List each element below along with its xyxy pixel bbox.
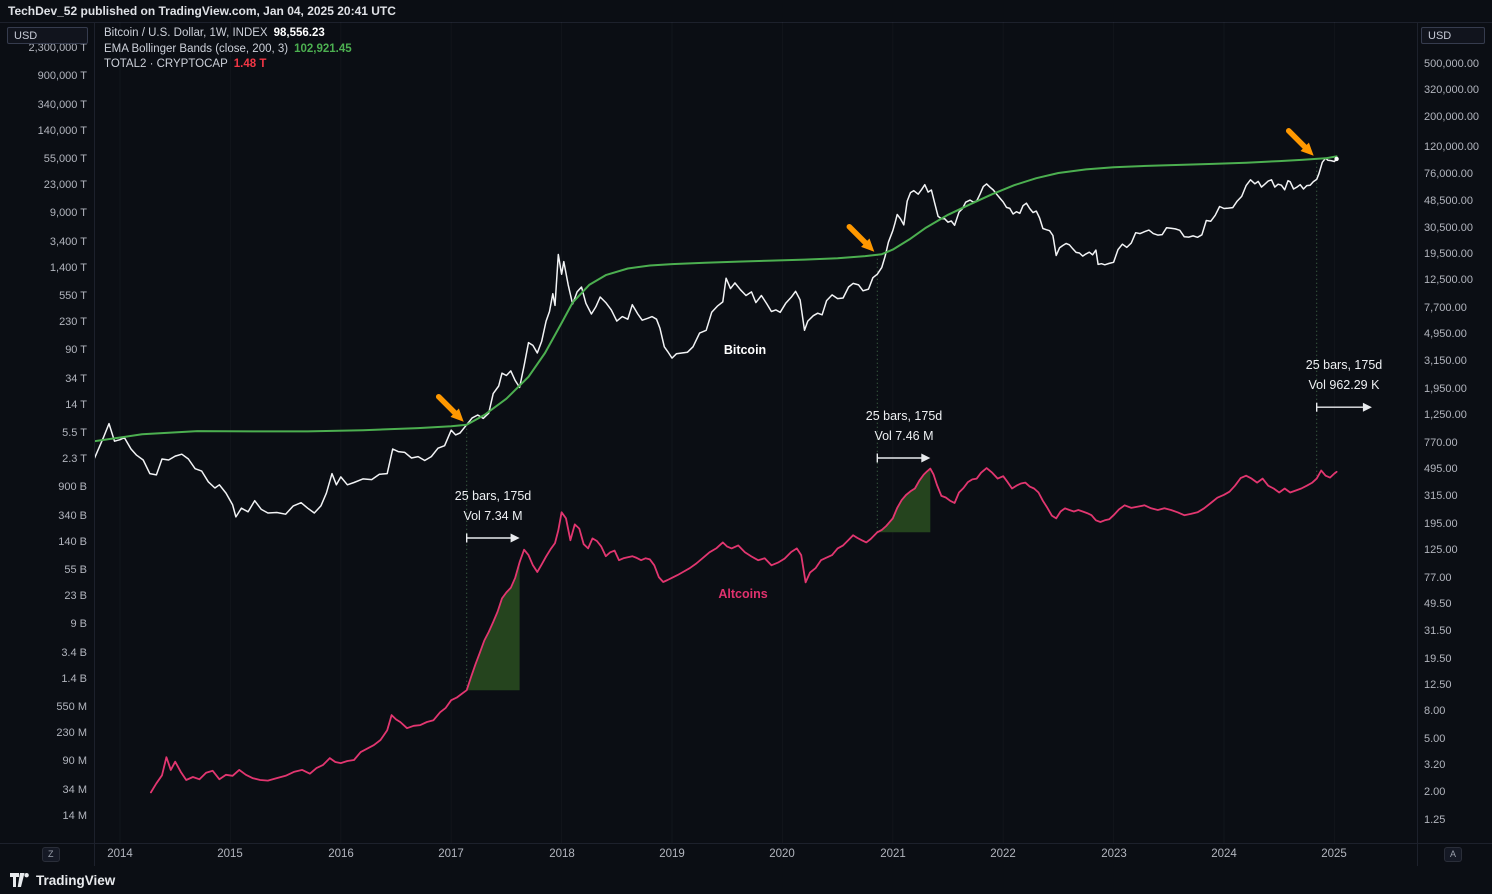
legend-symbol-title: Bitcoin / U.S. Dollar, 1W, INDEX [104,27,268,39]
left-axis-label: 90 T [65,344,87,356]
right-axis-label: 31.50 [1424,625,1452,637]
right-axis-label: 315.00 [1424,490,1458,502]
legend-row-total2[interactable]: TOTAL2 · CRYPTOCAP 1.48 T [104,58,352,71]
left-axis-label: 2.3 T [62,453,87,465]
footer-bar: TradingView [0,866,1492,894]
right-axis-label: 195.00 [1424,518,1458,530]
right-axis-label: 19.50 [1424,653,1452,665]
left-axis-label: 140 B [58,536,87,548]
left-axis-label: 14 T [65,399,87,411]
left-axis-label: 230 T [59,316,87,328]
legend-total2-value: 1.48 T [233,58,267,70]
right-axis-label: 1.25 [1424,814,1446,826]
left-axis-label: 34 M [62,784,87,796]
left-axis-label: 23 B [64,590,87,602]
right-axis-label: 8.00 [1424,705,1446,717]
publish-text: TechDev_52 published on TradingView.com,… [8,4,396,18]
left-axis-label: 140,000 T [37,125,87,137]
legend-symbol-value: 98,556.23 [273,27,325,39]
legend-row-ema[interactable]: EMA Bollinger Bands (close, 200, 3) 102,… [104,43,352,56]
left-axis-label: 550 T [59,290,87,302]
left-axis-label: 9 B [70,618,87,630]
right-axis-label: 1,950.00 [1424,383,1467,395]
time-axis-label: 2025 [1321,848,1347,860]
right-axis-currency-button[interactable]: USD [1421,27,1485,44]
right-axis-label: 3.20 [1424,759,1446,771]
measure-annotation-3: 25 bars, 175d Vol 962.29 K [1305,358,1383,392]
right-axis-label: 12,500.00 [1424,274,1473,286]
left-axis-label: 340 B [58,510,87,522]
right-axis-label: 3,150.00 [1424,355,1467,367]
left-axis-label: 340,000 T [37,99,87,111]
time-axis-label: 2019 [659,848,685,860]
time-axis-label: 2021 [880,848,906,860]
right-axis-label: 49.50 [1424,598,1452,610]
right-axis-label: 495.00 [1424,463,1458,475]
left-axis-label: 230 M [56,727,87,739]
left-axis-label: 14 M [62,810,87,822]
right-axis-label: 1,250.00 [1424,409,1467,421]
right-axis-label: 4,950.00 [1424,328,1467,340]
left-axis-label: 9,000 T [49,207,87,219]
left-axis-label: 550 M [56,701,87,713]
right-axis-label: 320,000.00 [1424,84,1480,96]
time-axis-label: 2017 [438,848,464,860]
auto-scale-badge[interactable]: A [1444,847,1463,862]
measure-annotation-2: 25 bars, 175d Vol 7.46 M [865,409,943,443]
time-axis-label: 2020 [769,848,795,860]
left-axis-label: 55 B [64,564,87,576]
measure-annotation-1: 25 bars, 175d Vol 7.34 M [454,489,532,523]
left-axis-label: 1,400 T [49,262,87,274]
legend-row-symbol[interactable]: Bitcoin / U.S. Dollar, 1W, INDEX 98,556.… [104,27,352,40]
time-axis-label: 2018 [549,848,575,860]
right-axis-label: 5.00 [1424,733,1446,745]
right-axis-label: 770.00 [1424,437,1458,449]
left-axis-currency-button[interactable]: USD [7,27,88,44]
right-axis-label: 500,000.00 [1424,58,1480,70]
chart-legend: Bitcoin / U.S. Dollar, 1W, INDEX 98,556.… [104,27,352,74]
right-axis-label: 30,500.00 [1424,222,1473,234]
publish-bar: TechDev_52 published on TradingView.com,… [0,0,1492,22]
tradingview-logo-icon [10,873,29,887]
left-axis-label: 3,400 T [49,236,87,248]
legend-ema-value: 102,921.45 [294,42,352,55]
altcoins-series-label: Altcoins [718,587,768,601]
time-axis-label: 2023 [1101,848,1127,860]
tradingview-brand[interactable]: TradingView [36,872,116,888]
left-axis-label: 3.4 B [61,647,87,659]
time-axis-label: 2015 [217,848,243,860]
left-axis-label: 900,000 T [37,70,87,82]
right-axis-label: 48,500.00 [1424,195,1473,207]
tradingview-logo[interactable] [10,873,29,887]
left-axis-label: 2,300,000 T [28,42,87,54]
right-axis-label: 12.50 [1424,679,1452,691]
right-axis-label: 76,000.00 [1424,168,1473,180]
legend-total2-title: TOTAL2 · CRYPTOCAP [104,58,228,70]
left-axis-label: 5.5 T [62,427,87,439]
right-axis-label: 200,000.00 [1424,111,1480,123]
left-axis-label: 900 B [58,481,87,493]
timezone-badge[interactable]: Z [42,847,60,862]
time-axis-label: 2014 [107,848,133,860]
right-axis-label: 77.00 [1424,572,1452,584]
time-axis-label: 2016 [328,848,354,860]
right-axis-label: 2.00 [1424,786,1446,798]
left-axis-label: 90 M [62,755,87,767]
right-axis-label: 125.00 [1424,544,1458,556]
right-axis-label: 19,500.00 [1424,248,1473,260]
right-axis-label: 120,000.00 [1424,141,1480,153]
right-axis-label: 7,700.00 [1424,302,1467,314]
left-axis-label: 55,000 T [43,153,87,165]
left-axis-label: 23,000 T [43,179,87,191]
time-axis-label: 2022 [990,848,1016,860]
legend-ema-title: EMA Bollinger Bands (close, 200, 3) [104,42,289,55]
time-axis-label: 2024 [1211,848,1237,860]
bitcoin-series-label: Bitcoin [723,343,767,357]
left-axis-label: 34 T [65,373,87,385]
left-axis-label: 1.4 B [61,673,87,685]
